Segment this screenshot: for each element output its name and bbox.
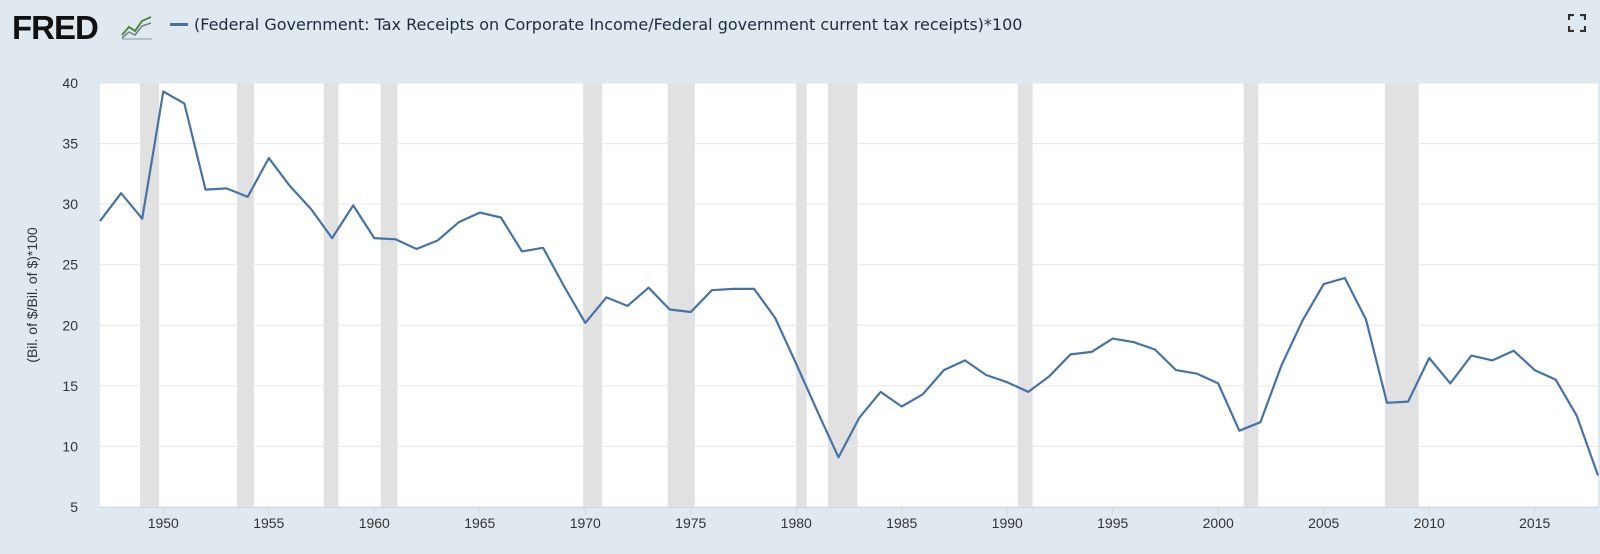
x-tick-label: 1950: [148, 515, 179, 531]
y-tick-label: 30: [62, 196, 78, 212]
y-tick-label: 35: [62, 136, 78, 152]
fred-graph-icon: [120, 11, 154, 41]
recession-band: [1017, 83, 1033, 507]
x-tick-label: 1955: [253, 515, 284, 531]
x-tick-label: 1965: [464, 515, 495, 531]
recession-band: [1384, 83, 1419, 507]
recession-band: [140, 83, 160, 507]
x-tick-label: 1980: [781, 515, 812, 531]
recession-band: [583, 83, 603, 507]
y-tick-label: 40: [62, 75, 78, 91]
fred-logo[interactable]: FRED: [12, 9, 99, 46]
x-tick-label: 1990: [992, 515, 1023, 531]
x-tick-label: 1975: [675, 515, 706, 531]
x-tick-label: 1995: [1097, 515, 1128, 531]
y-tick-label: 10: [62, 438, 78, 454]
x-tick-label: 2005: [1308, 515, 1339, 531]
recession-band: [667, 83, 695, 507]
recession-band: [323, 83, 339, 507]
legend-label: (Federal Government: Tax Receipts on Cor…: [194, 15, 1023, 34]
x-tick-label: 1985: [886, 515, 917, 531]
x-tick-label: 1970: [570, 515, 601, 531]
x-tick-label: 2000: [1203, 515, 1234, 531]
legend-swatch: [170, 23, 188, 26]
series-line: [99, 90, 1600, 476]
recession-band: [1243, 83, 1259, 507]
y-axis-label: (Bil. of $/Bil. of $)*100: [24, 227, 40, 363]
x-tick-label: 1960: [359, 515, 390, 531]
recession-band: [796, 83, 807, 507]
y-tick-label: 25: [62, 257, 78, 273]
recession-band: [237, 83, 255, 507]
y-tick-label: 20: [62, 317, 78, 333]
y-tick-label: 5: [70, 499, 78, 515]
fullscreen-icon[interactable]: [1568, 14, 1586, 32]
chart-legend: (Federal Government: Tax Receipts on Cor…: [170, 15, 1022, 34]
recession-band: [380, 83, 398, 507]
x-tick-label: 2015: [1519, 515, 1550, 531]
x-tick-label: 2010: [1414, 515, 1445, 531]
recession-band: [827, 83, 858, 507]
chart-header: FRED (Federal Government: Tax Receipts o…: [0, 0, 1600, 52]
y-tick-label: 15: [62, 378, 78, 394]
